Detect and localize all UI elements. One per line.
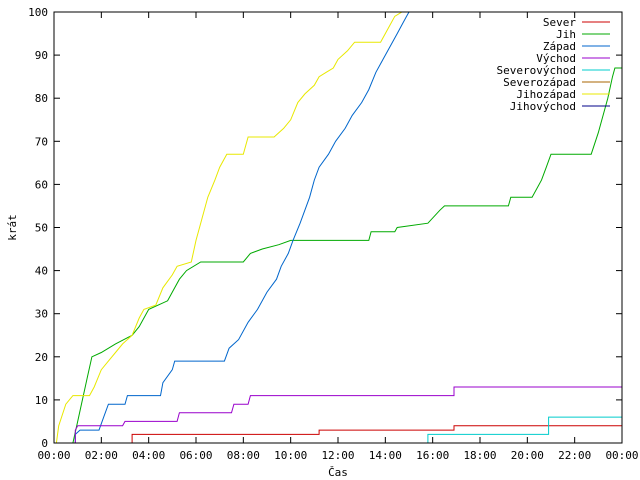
y-tick-label: 80 [35, 92, 48, 105]
series-line-6 [54, 11, 409, 444]
y-tick-label: 20 [35, 351, 48, 364]
y-tick-label: 70 [35, 135, 48, 148]
legend-label: Jihovýchod [510, 100, 576, 113]
y-tick-label: 40 [35, 265, 48, 278]
x-tick-label: 10:00 [274, 449, 307, 462]
y-tick-label: 10 [35, 394, 48, 407]
y-tick-label: 50 [35, 222, 48, 235]
x-tick-label: 12:00 [321, 449, 354, 462]
series-line-2 [54, 11, 410, 444]
x-tick-label: 00:00 [37, 449, 70, 462]
series-line-0 [54, 425, 622, 444]
legend-label: Severozápad [503, 76, 576, 89]
y-axis-label: krát [6, 214, 19, 241]
series-line-1 [54, 67, 622, 444]
x-axis-label: Čas [328, 466, 348, 479]
legend-label: Jihozápad [516, 88, 576, 101]
legend-label: Jih [556, 28, 576, 41]
legend-label: Sever [543, 16, 576, 29]
x-tick-label: 20:00 [511, 449, 544, 462]
x-tick-label: 06:00 [179, 449, 212, 462]
x-tick-label: 00:00 [605, 449, 638, 462]
legend-label: Západ [543, 40, 576, 53]
x-tick-label: 02:00 [85, 449, 118, 462]
y-tick-label: 30 [35, 308, 48, 321]
series-line-3 [54, 386, 622, 444]
y-tick-label: 60 [35, 178, 48, 191]
x-tick-label: 04:00 [132, 449, 165, 462]
legend-label: Východ [536, 52, 576, 65]
x-tick-label: 18:00 [463, 449, 496, 462]
ticks-layer: 0 10 20 30 40 50 60 70 80 90 100 00:00 02:00 04:00 06:… [28, 6, 638, 462]
x-tick-label: 22:00 [558, 449, 591, 462]
y-tick-label: 0 [41, 437, 48, 450]
y-tick-label: 100 [28, 6, 48, 19]
legend-label: Severovýchod [497, 64, 576, 77]
legend: SeverJihZápadVýchodSeverovýchodSeverozáp… [497, 16, 610, 113]
x-tick-label: 08:00 [227, 449, 260, 462]
x-tick-label: 14:00 [369, 449, 402, 462]
y-tick-label: 90 [35, 49, 48, 62]
x-tick-label: 16:00 [416, 449, 449, 462]
